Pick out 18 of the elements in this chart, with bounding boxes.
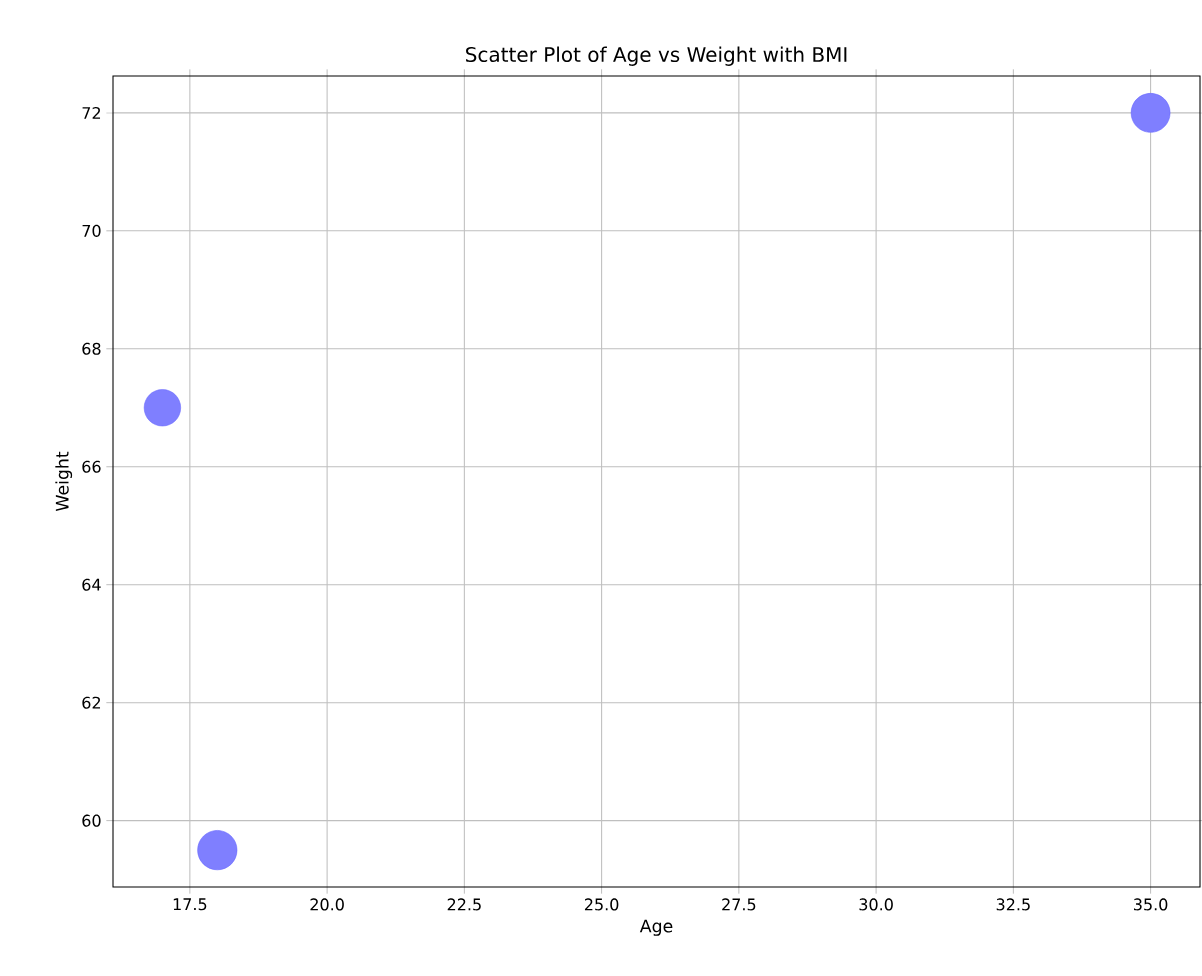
chart-title: Scatter Plot of Age vs Weight with BMI [466, 46, 847, 66]
x-tick-label: 25.0 [584, 898, 619, 911]
y-tick-label: 62 [82, 696, 101, 709]
y-axis-title: Weight [55, 451, 73, 512]
y-tick-label: 66 [82, 460, 101, 473]
x-tick-label: 22.5 [447, 898, 481, 911]
x-tick-label: 17.5 [173, 898, 207, 911]
x-tick-label: 27.5 [722, 898, 756, 911]
y-tick-label: 64 [82, 578, 101, 591]
x-tick-label: 35.0 [1134, 898, 1168, 911]
x-tick-label: 32.5 [996, 898, 1030, 911]
y-tick-label: 60 [82, 814, 101, 827]
x-tick-label: 30.0 [859, 898, 893, 911]
y-tick-label: 68 [82, 342, 101, 355]
y-tick-label: 72 [82, 106, 101, 119]
x-axis-title: Age [639, 919, 673, 936]
x-tick-label: 20.0 [310, 898, 344, 911]
y-tick-label: 70 [82, 224, 101, 237]
